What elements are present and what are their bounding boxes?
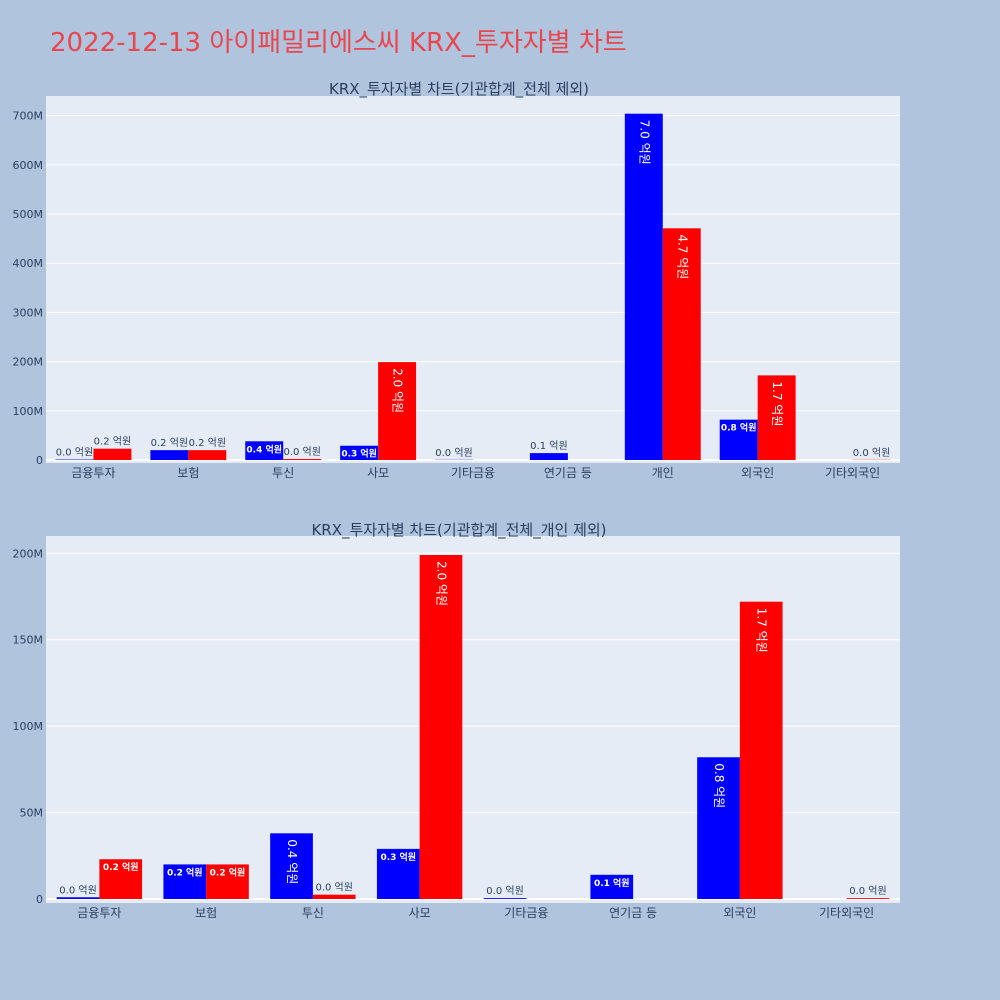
chart1-data-label: 0.1 억원 bbox=[530, 440, 567, 452]
chart2-buy-bar bbox=[697, 757, 740, 899]
chart1-data-label: 0.3 억원 bbox=[341, 448, 377, 460]
chart1-ytick-label: 0 bbox=[36, 454, 43, 467]
chart1-buy-bar bbox=[624, 113, 663, 461]
chart1-xtick-label: 기타외국인 bbox=[825, 466, 880, 480]
chart1-xtick-label: 보험 bbox=[177, 466, 199, 480]
chart1-ytick-label: 300M bbox=[13, 306, 44, 319]
chart1-data-label: 1.7 억원 bbox=[770, 381, 784, 426]
chart1-sell-bar bbox=[93, 448, 132, 460]
chart2-data-label: 0.2 억원 bbox=[210, 866, 246, 878]
chart1-xtick-label: 사모 bbox=[367, 466, 389, 480]
chart1-sell-bar bbox=[757, 375, 796, 460]
chart2-xtick-label: 외국인 bbox=[723, 906, 756, 920]
chart2-xtick-label: 사모 bbox=[409, 906, 431, 920]
chart1-data-label: 0.8 억원 bbox=[721, 422, 757, 434]
chart1-xtick-label: 기타금융 bbox=[451, 466, 495, 480]
chart1-data-label: 0.2 억원 bbox=[151, 437, 188, 449]
chart1-xtick-label: 연기금 등 bbox=[544, 466, 592, 480]
chart1-ytick-label: 100M bbox=[13, 405, 44, 418]
chart2-data-label: 0.4 억원 bbox=[285, 839, 299, 884]
chart1-sell-bar bbox=[188, 450, 227, 460]
chart2-xtick-label: 금융투자 bbox=[77, 906, 121, 920]
chart2-sell-bar bbox=[99, 859, 143, 899]
chart2-buy-bar bbox=[483, 898, 527, 899]
chart1-data-label: 0.2 억원 bbox=[189, 437, 226, 449]
chart2-sell-bar bbox=[206, 864, 249, 899]
chart1-buy-bar bbox=[340, 445, 379, 460]
chart1-sell-bar bbox=[378, 362, 417, 460]
chart1-title: KRX_투자자별 차트(기관합계_전체 제외) bbox=[329, 80, 589, 99]
chart1-data-label: 0.0 억원 bbox=[853, 447, 890, 459]
chart1-buy-bar bbox=[150, 450, 189, 460]
chart2-ytick-label: 100M bbox=[13, 720, 44, 733]
chart2-title: KRX_투자자별 차트(기관합계_전체_개인 제외) bbox=[311, 521, 606, 540]
chart1-buy-bar bbox=[719, 419, 758, 460]
chart2-data-label: 0.0 억원 bbox=[486, 885, 523, 897]
chart2-sell-bar bbox=[846, 898, 890, 899]
chart1-buy-bar bbox=[529, 453, 568, 460]
chart2-sell-bar bbox=[419, 555, 463, 899]
chart2-data-label: 0.1 억원 bbox=[594, 877, 630, 889]
chart2-data-label: 0.2 억원 bbox=[103, 861, 139, 873]
chart1-ytick-label: 500M bbox=[13, 208, 44, 221]
chart1-data-label: 0.0 억원 bbox=[435, 447, 472, 459]
chart2-sell-bar bbox=[312, 894, 356, 899]
chart2-ytick-label: 50M bbox=[20, 807, 44, 820]
chart1-ytick-label: 400M bbox=[13, 257, 44, 270]
chart2-xtick-label: 투신 bbox=[302, 906, 324, 920]
chart1-ytick-label: 700M bbox=[13, 110, 44, 123]
chart1-data-label: 2.0 억원 bbox=[391, 368, 405, 413]
chart1-data-label: 4.7 억원 bbox=[675, 234, 689, 279]
chart2-buy-bar bbox=[56, 897, 100, 899]
page-title: 2022-12-13 아이패밀리에스씨 KRX_투자자별 차트 bbox=[50, 28, 627, 58]
chart1-sell-bar bbox=[662, 228, 701, 460]
chart2-ytick-label: 150M bbox=[13, 634, 44, 647]
chart1-data-label: 0.0 억원 bbox=[283, 446, 320, 458]
chart2-ytick-label: 200M bbox=[13, 547, 44, 560]
chart2-sell-bar bbox=[739, 601, 783, 899]
chart1-data-label: 0.2 억원 bbox=[94, 436, 131, 448]
chart1-ytick-label: 600M bbox=[13, 159, 44, 172]
chart1-xtick-label: 투신 bbox=[272, 466, 294, 480]
chart1-xtick-label: 금융투자 bbox=[71, 466, 115, 480]
chart2-data-label: 2.0 억원 bbox=[434, 561, 448, 606]
chart2-data-label: 0.8 억원 bbox=[712, 763, 726, 808]
chart2-buy-bar bbox=[270, 833, 313, 899]
chart2-data-label: 0.0 억원 bbox=[849, 885, 886, 897]
chart2-ytick-label: 0 bbox=[36, 893, 43, 906]
chart1-data-label: 0.0 억원 bbox=[56, 447, 93, 459]
chart2-buy-bar bbox=[590, 874, 634, 899]
chart1-buy-bar bbox=[245, 441, 284, 460]
chart2-xtick-label: 기타금융 bbox=[504, 906, 548, 920]
chart1-xtick-label: 개인 bbox=[652, 466, 674, 480]
chart2-data-label: 1.7 억원 bbox=[755, 608, 769, 653]
chart2-xtick-label: 보험 bbox=[195, 906, 217, 920]
chart2-buy-bar bbox=[163, 864, 207, 899]
chart1-data-label: 0.4 억원 bbox=[246, 443, 282, 455]
chart1-sell-bar bbox=[283, 459, 322, 460]
chart1-xtick-label: 외국인 bbox=[741, 466, 774, 480]
chart2-data-label: 0.0 억원 bbox=[59, 884, 96, 896]
chart2-data-label: 0.2 억원 bbox=[167, 866, 203, 878]
chart2-xtick-label: 연기금 등 bbox=[609, 906, 657, 920]
chart2-buy-bar bbox=[376, 848, 420, 899]
chart2-data-label: 0.0 억원 bbox=[315, 882, 352, 894]
chart2-data-label: 0.3 억원 bbox=[380, 851, 416, 863]
chart1-data-label: 7.0 억원 bbox=[637, 120, 651, 165]
chart1-ytick-label: 200M bbox=[13, 356, 44, 369]
chart2-xtick-label: 기타외국인 bbox=[819, 906, 874, 920]
